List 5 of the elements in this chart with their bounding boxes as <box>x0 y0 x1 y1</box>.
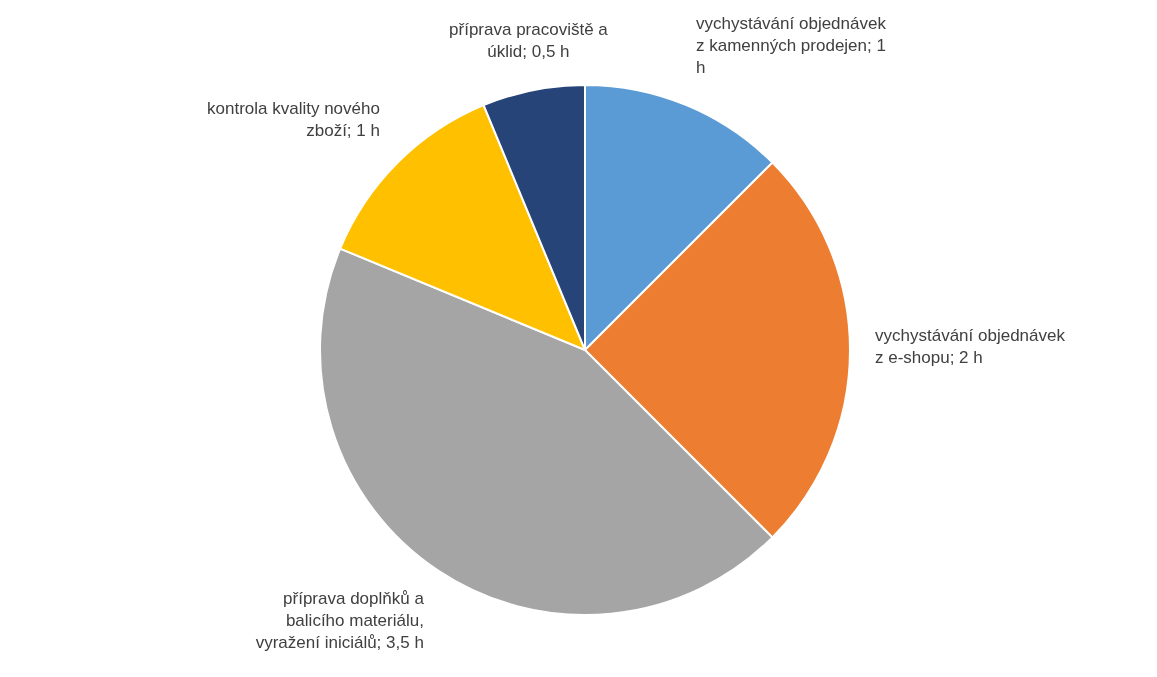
slice-label: příprava doplňků a balicího materiálu, vyražení iniciálů; 3,5 h <box>255 589 425 653</box>
slice-label: příprava pracoviště a úklid; 0,5 h <box>449 19 609 61</box>
slice-label: vychystávání objednávek z kamenných prodejen; 1 h <box>695 14 887 78</box>
slice-label: vychystávání objednávek z e-shopu; 2 h <box>875 326 1066 367</box>
slice-label: kontrola kvality nového zboží; 1 h <box>207 98 380 140</box>
